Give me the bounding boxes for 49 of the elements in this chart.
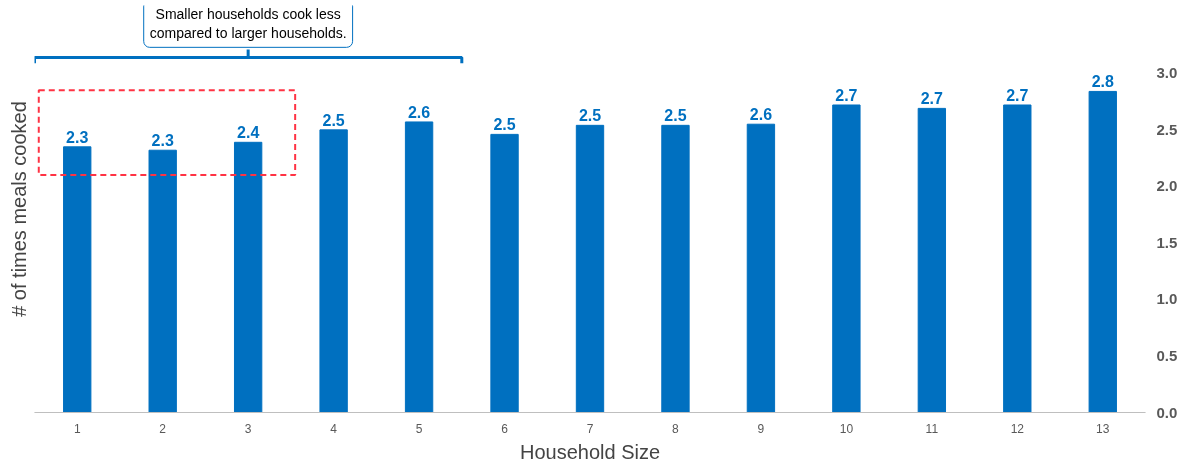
bar [63,146,92,413]
bar [575,124,605,413]
x-tick-label: 10 [839,421,854,436]
x-tick-label: 13 [1096,421,1110,436]
x-tick-label: 8 [672,421,680,436]
data-label: 2.3 [151,132,174,150]
data-label: 2.4 [237,124,260,142]
x-tick-label: 11 [925,421,939,436]
bar [490,133,519,413]
bar [233,141,263,413]
data-label: 2.5 [322,111,345,129]
bar [404,121,434,413]
bar [832,104,861,413]
x-tick-label: 4 [330,421,338,436]
x-axis-title: Household Size [519,440,661,463]
data-label: 2.5 [493,116,516,134]
bar [319,129,348,413]
y-axis-title: # of times meals cooked [7,101,30,317]
bar [917,107,947,413]
bar [746,123,776,413]
x-tick-label: 9 [757,421,765,436]
text: Smaller households cook less compared to larger households. [149,6,347,42]
data-label: 2.5 [578,107,602,125]
data-label: 2.7 [835,86,858,104]
x-tick-label: 6 [501,421,509,436]
bar [1003,104,1032,413]
x-tick-label: 3 [244,421,252,436]
x-tick-label: 7 [586,421,594,436]
text: 0.0 [1156,403,1178,421]
data-label: 2.7 [920,90,944,108]
text: 3.0 [1156,64,1178,82]
x-tick-label: 2 [159,421,167,436]
text: 1.5 [1156,233,1178,251]
text: 2.5 [1156,120,1178,138]
x-tick-label: 12 [1010,421,1025,436]
data-label: 2.5 [664,107,687,125]
x-tick-label: 5 [415,421,423,436]
bar [661,124,690,413]
text: 2.0 [1156,177,1178,195]
x-tick-label: 1 [73,421,81,436]
data-label: 2.8 [1091,73,1114,91]
text: 1.0 [1156,290,1178,308]
text: 0.5 [1156,346,1178,364]
bar [148,149,177,413]
data-label: 2.3 [66,128,89,146]
data-label: 2.6 [407,103,431,121]
data-label: 2.6 [749,106,773,124]
data-label: 2.7 [1006,86,1029,104]
bar [1088,90,1117,413]
